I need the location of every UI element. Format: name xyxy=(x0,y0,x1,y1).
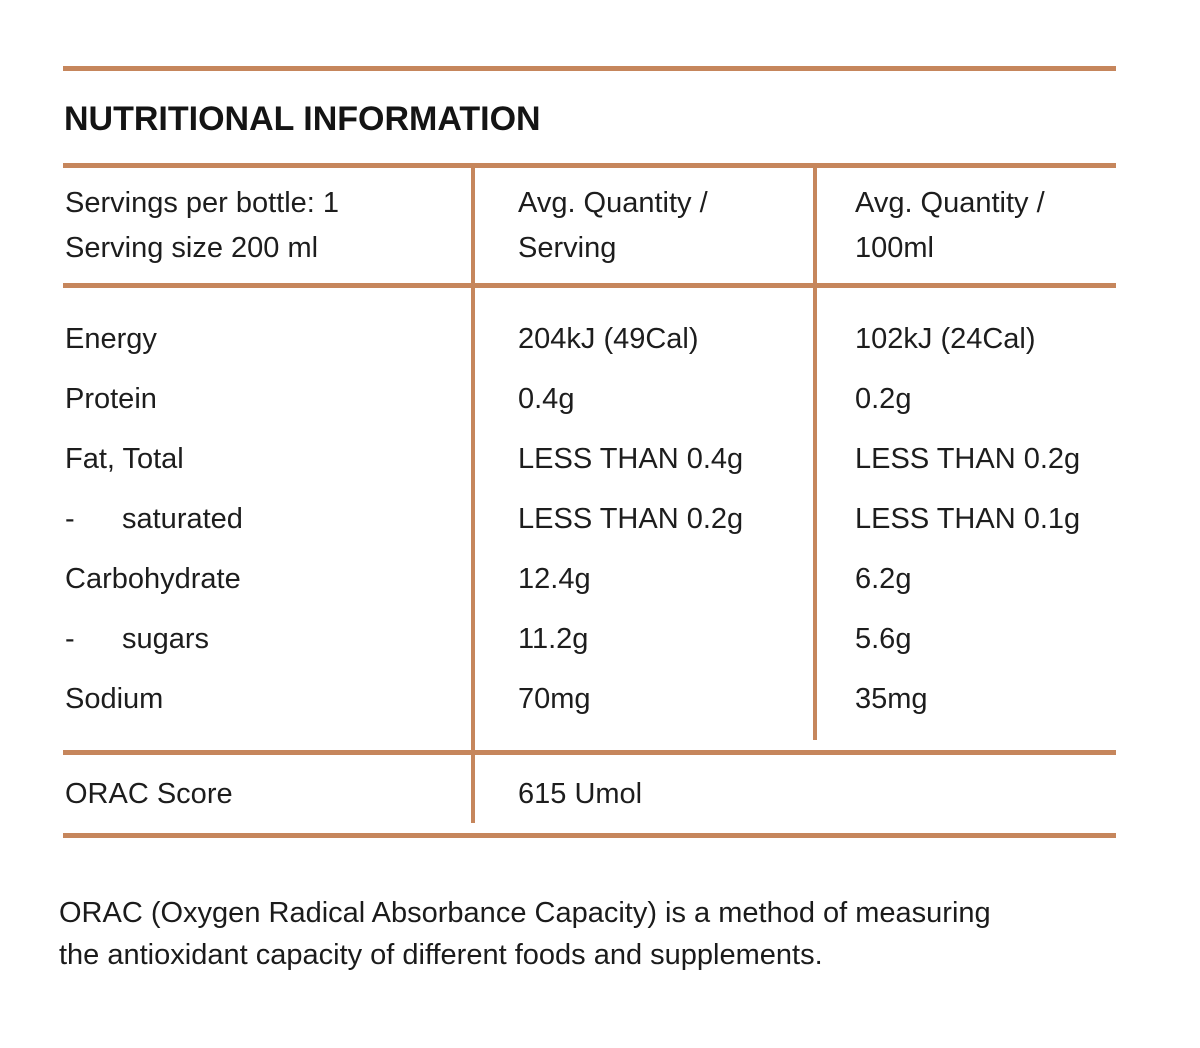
header-servings-line1: Servings per bottle: 1 xyxy=(65,187,340,219)
value-per-serving: 0.4g xyxy=(518,383,575,415)
nutrient-name: saturated xyxy=(122,503,243,535)
header-per-serving-line1: Avg. Quantity / xyxy=(518,187,708,219)
nutrient-label: Fat, Total xyxy=(63,429,475,489)
bullet-dash: - xyxy=(65,623,75,655)
value-per-100ml: LESS THAN 0.1g xyxy=(855,503,1081,535)
nutrient-label: - saturated xyxy=(63,489,475,549)
nutrition-table: Servings per bottle: 1 Serving size 200 … xyxy=(63,163,1116,838)
nutrient-label: - sugars xyxy=(63,609,475,669)
table-header-row: Servings per bottle: 1 Serving size 200 … xyxy=(63,168,1116,288)
header-per-100ml: Avg. Quantity / 100ml xyxy=(817,168,1116,283)
value-per-100ml: LESS THAN 0.2g xyxy=(855,443,1081,475)
orac-score-label: ORAC Score xyxy=(65,778,233,810)
table-row-saturated: - saturated LESS THAN 0.2g LESS THAN 0.1g xyxy=(63,489,1116,549)
footer-note-line1: ORAC (Oxygen Radical Absorbance Capacity… xyxy=(59,897,991,929)
top-divider xyxy=(63,66,1116,71)
value-per-serving: 12.4g xyxy=(518,563,591,595)
column-divider-2 xyxy=(813,168,817,740)
table-row-energy: Energy 204kJ (49Cal) 102kJ (24Cal) xyxy=(63,309,1116,369)
nutrition-label: NUTRITIONAL INFORMATION Servings per bot… xyxy=(59,0,1116,976)
value-per-serving: 204kJ (49Cal) xyxy=(518,323,699,355)
nutrient-name: Protein xyxy=(65,383,157,415)
header-per-serving: Avg. Quantity / Serving xyxy=(475,168,817,283)
value-per-serving: LESS THAN 0.2g xyxy=(518,503,744,535)
nutrient-name: sugars xyxy=(122,623,210,655)
nutrient-name: Sodium xyxy=(65,683,164,715)
header-servings-line2: Serving size 200 ml xyxy=(65,232,319,264)
value-per-100ml: 5.6g xyxy=(855,623,912,655)
bullet-dash: - xyxy=(65,503,75,535)
table-row-fat-total: Fat, Total LESS THAN 0.4g LESS THAN 0.2g xyxy=(63,429,1116,489)
nutrient-label: Carbohydrate xyxy=(63,549,475,609)
value-per-serving: LESS THAN 0.4g xyxy=(518,443,744,475)
nutrient-label: Protein xyxy=(63,369,475,429)
footer-note: ORAC (Oxygen Radical Absorbance Capacity… xyxy=(59,892,1116,976)
value-per-100ml: 0.2g xyxy=(855,383,912,415)
header-per-100ml-line2: 100ml xyxy=(855,232,934,264)
table-row-protein: Protein 0.4g 0.2g xyxy=(63,369,1116,429)
nutrient-name: Fat, Total xyxy=(65,443,184,475)
value-per-100ml: 6.2g xyxy=(855,563,912,595)
value-per-100ml: 35mg xyxy=(855,683,928,715)
nutrient-name: Carbohydrate xyxy=(65,563,241,595)
header-servings: Servings per bottle: 1 Serving size 200 … xyxy=(63,168,475,283)
value-per-serving: 11.2g xyxy=(518,623,589,655)
page-title: NUTRITIONAL INFORMATION xyxy=(64,100,541,138)
table-row-carbohydrate: Carbohydrate 12.4g 6.2g xyxy=(63,549,1116,609)
value-per-serving: 70mg xyxy=(518,683,591,715)
nutrient-label: Energy xyxy=(63,309,475,369)
nutrient-name: Energy xyxy=(65,323,157,355)
table-row-sugars: - sugars 11.2g 5.6g xyxy=(63,609,1116,669)
nutrient-label: Sodium xyxy=(63,669,475,729)
footer-note-line2: the antioxidant capacity of different fo… xyxy=(59,939,823,971)
table-body: Energy 204kJ (49Cal) 102kJ (24Cal) Prote… xyxy=(63,288,1116,755)
table-row-sodium: Sodium 70mg 35mg xyxy=(63,669,1116,729)
value-per-100ml: 102kJ (24Cal) xyxy=(855,323,1036,355)
header-per-serving-line2: Serving xyxy=(518,232,617,264)
column-divider-1 xyxy=(471,168,475,823)
orac-score-row: ORAC Score 615 Umol xyxy=(63,755,1116,833)
header-per-100ml-line1: Avg. Quantity / xyxy=(855,187,1045,219)
orac-score-value: 615 Umol xyxy=(518,778,643,810)
